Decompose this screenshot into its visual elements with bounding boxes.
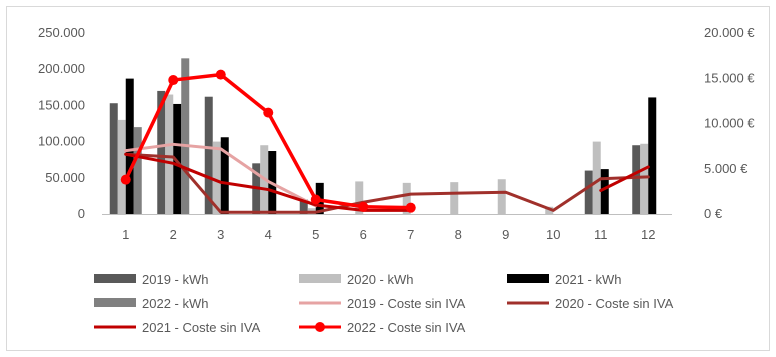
x-tick-label: 12 bbox=[641, 227, 655, 242]
bar-2021-kWh-3 bbox=[220, 137, 229, 214]
bar-2020-kWh-2 bbox=[165, 94, 174, 214]
y-left-tick-label: 250.000 bbox=[38, 25, 85, 40]
bar-2019-kWh-11 bbox=[584, 170, 593, 214]
axes-layer: 0 50.000 100.000 150.000 200.000 250.000 0 € 5.… bbox=[38, 25, 755, 242]
x-tick-label: 7 bbox=[407, 227, 414, 242]
legend: 2019 - kWh 2020 - kWh 2021 - kWh 2022 - kWh… bbox=[94, 272, 674, 335]
y-right-tick-label: 10.000 € bbox=[704, 116, 755, 131]
legend-label: 2020 - Coste sin IVA bbox=[555, 296, 674, 311]
bar-2019-kWh-5 bbox=[299, 199, 308, 214]
bar-2019-kWh-3 bbox=[204, 96, 213, 214]
x-tick-label: 11 bbox=[594, 227, 608, 242]
bar-2022-kWh-2 bbox=[181, 58, 190, 215]
legend-swatch bbox=[507, 274, 549, 283]
bars-layer bbox=[109, 58, 657, 215]
legend-swatch bbox=[94, 274, 136, 283]
legend-label: 2019 - Coste sin IVA bbox=[347, 296, 466, 311]
bar-2019-kWh-12 bbox=[632, 145, 641, 214]
legend-label: 2022 - kWh bbox=[142, 296, 208, 311]
marker-6 bbox=[358, 201, 369, 212]
bar-2021-kWh-11 bbox=[600, 169, 609, 214]
y-left-tick-label: 0 bbox=[78, 206, 85, 221]
y-left-tick-label: 100.000 bbox=[38, 134, 85, 149]
marker-3 bbox=[215, 69, 226, 80]
bar-2020-kWh-6 bbox=[355, 181, 364, 214]
marker-5 bbox=[310, 194, 321, 205]
legend-label: 2021 - Coste sin IVA bbox=[142, 320, 261, 335]
legend-swatch bbox=[94, 298, 136, 307]
legend-label: 2021 - kWh bbox=[555, 272, 621, 287]
bar-2020-kWh-12 bbox=[640, 143, 649, 214]
line-2019-CostesinIVA bbox=[124, 142, 318, 208]
y-left-tick-label: 200.000 bbox=[38, 61, 85, 76]
marker-1 bbox=[120, 174, 131, 185]
y-right-tick-label: 0 € bbox=[704, 206, 723, 221]
bar-2020-kWh-3 bbox=[212, 141, 221, 214]
x-tick-label: 6 bbox=[360, 227, 367, 242]
x-tick-label: 10 bbox=[546, 227, 560, 242]
line-2020-CostesinIVA bbox=[124, 152, 650, 214]
x-tick-label: 1 bbox=[122, 227, 129, 242]
y-right-tick-label: 15.000 € bbox=[704, 70, 755, 85]
x-tick-label: 2 bbox=[170, 227, 177, 242]
y-right-tick-label: 5.000 € bbox=[704, 161, 748, 176]
legend-label: 2020 - kWh bbox=[347, 272, 413, 287]
line-2021-CostesinIVA bbox=[124, 152, 650, 212]
y-right-tick-label: 20.000 € bbox=[704, 25, 755, 40]
bar-2020-kWh-1 bbox=[117, 119, 126, 214]
marker-4 bbox=[263, 107, 274, 118]
legend-marker bbox=[315, 322, 325, 332]
x-tick-label: 9 bbox=[502, 227, 509, 242]
chart-container: 0 50.000 100.000 150.000 200.000 250.000 0 € 5.… bbox=[6, 6, 770, 351]
bar-2021-kWh-1 bbox=[125, 78, 134, 214]
marker-2 bbox=[168, 75, 179, 86]
bar-2020-kWh-11 bbox=[592, 141, 601, 214]
bar-2019-kWh-1 bbox=[109, 103, 118, 214]
marker-7 bbox=[405, 202, 416, 213]
x-tick-label: 4 bbox=[265, 227, 272, 242]
lines-layer bbox=[120, 69, 650, 214]
bar-2022-kWh-1 bbox=[133, 127, 142, 214]
legend-label: 2022 - Coste sin IVA bbox=[347, 320, 466, 335]
x-tick-label: 5 bbox=[312, 227, 319, 242]
y-left-tick-label: 150.000 bbox=[38, 97, 85, 112]
bar-2020-kWh-8 bbox=[450, 182, 459, 214]
y-left-tick-label: 50.000 bbox=[45, 170, 85, 185]
bar-2019-kWh-2 bbox=[157, 90, 166, 214]
combo-chart: 0 50.000 100.000 150.000 200.000 250.000 0 € 5.… bbox=[38, 25, 755, 335]
bar-2020-kWh-7 bbox=[402, 182, 411, 214]
x-tick-label: 3 bbox=[217, 227, 224, 242]
legend-swatch bbox=[299, 274, 341, 283]
legend-label: 2019 - kWh bbox=[142, 272, 208, 287]
bar-2021-kWh-12 bbox=[648, 97, 657, 214]
bar-2021-kWh-2 bbox=[173, 103, 182, 214]
x-tick-label: 8 bbox=[455, 227, 462, 242]
bar-2020-kWh-9 bbox=[497, 179, 506, 214]
